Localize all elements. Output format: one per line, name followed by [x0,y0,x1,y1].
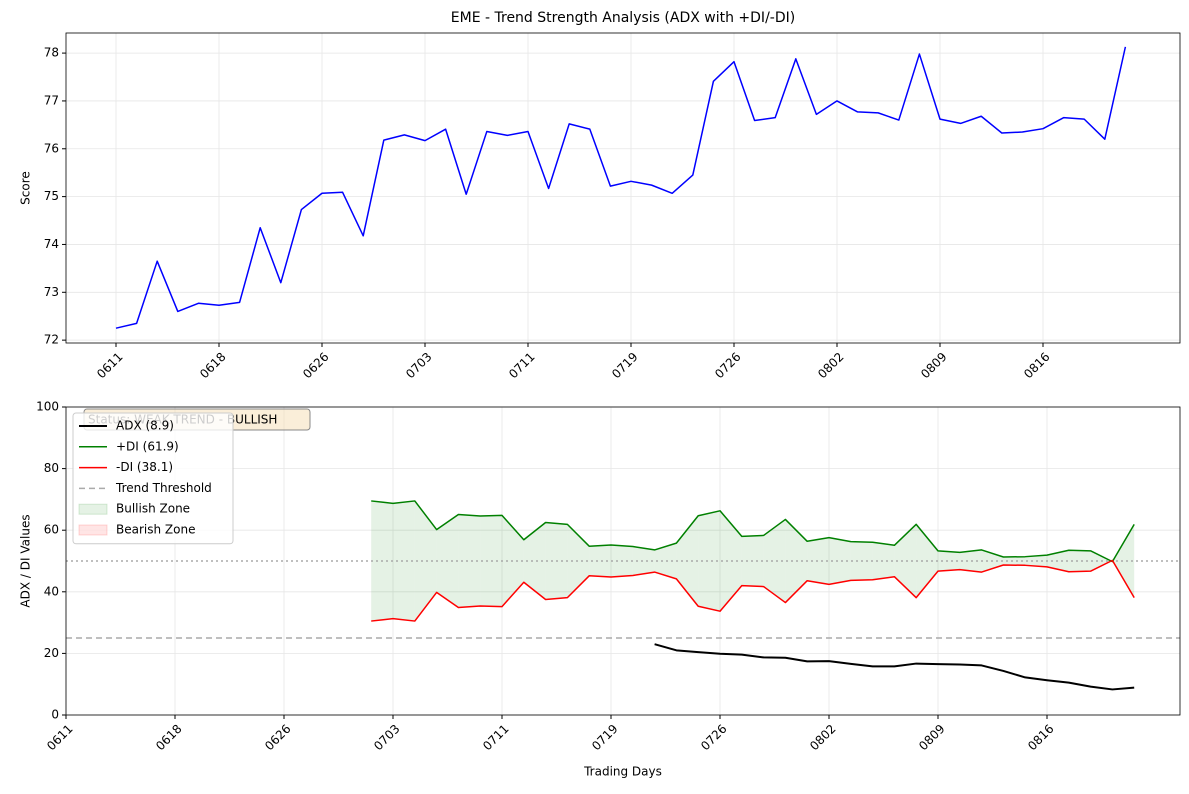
y-tick-label: 20 [44,646,59,660]
x-tick-label: 0618 [153,722,184,753]
y-tick-label: 0 [51,708,59,722]
y-axis-label: Score [19,171,33,205]
x-tick-label: 0611 [44,722,75,753]
x-tick-label: 0802 [807,722,838,753]
legend-label: ADX (8.9) [116,419,174,433]
bullish-zone [1091,551,1112,571]
legend-swatch [79,504,107,514]
legend-label: -DI (38.1) [116,460,173,474]
y-tick-label: 73 [44,285,59,299]
x-tick-label: 0711 [480,722,511,753]
bullish-zone [415,501,437,621]
x-tick-label: 0726 [698,722,729,753]
bullish-zone [807,538,829,585]
y-tick-label: 74 [44,237,59,251]
y-tick-label: 77 [44,93,59,107]
x-tick-label: 0719 [589,722,620,753]
axes-frame [66,33,1180,343]
y-tick-label: 80 [44,461,59,475]
data-line [116,47,1125,328]
legend-swatch [79,525,107,535]
x-tick-label: 0626 [262,722,293,753]
data-line [655,644,1135,689]
y-tick-label: 78 [44,46,59,60]
x-tick-label: 0726 [712,350,743,381]
legend-label: +DI (61.9) [116,439,179,453]
x-tick-label: 0719 [609,350,640,381]
legend-label: Bearish Zone [116,523,195,537]
bullish-zone [960,550,982,572]
legend-label: Trend Threshold [115,481,212,495]
x-tick-label: 0703 [371,722,402,753]
x-tick-label: 0626 [300,350,331,381]
x-tick-label: 0802 [815,350,846,381]
y-tick-label: 72 [44,333,59,347]
y-tick-label: 60 [44,523,59,537]
x-tick-label: 0703 [403,350,434,381]
x-tick-label: 0618 [197,350,228,381]
x-tick-label: 0809 [918,350,949,381]
x-tick-label: 0711 [506,350,537,381]
y-tick-label: 100 [36,400,59,414]
bullish-zone [720,511,742,611]
legend-label: Bullish Zone [116,502,190,516]
x-tick-label: 0816 [1021,350,1052,381]
chart-title: EME - Trend Strength Analysis (ADX with … [451,10,795,26]
y-tick-label: 75 [44,189,59,203]
x-tick-label: 0816 [1025,722,1056,753]
x-tick-label: 0809 [916,722,947,753]
y-tick-label: 40 [44,584,59,598]
y-tick-label: 76 [44,141,59,155]
x-tick-label: 0611 [94,350,125,381]
y-axis-label: ADX / DI Values [19,514,33,607]
bullish-zone [1113,524,1134,597]
x-axis-label: Trading Days [583,765,662,779]
